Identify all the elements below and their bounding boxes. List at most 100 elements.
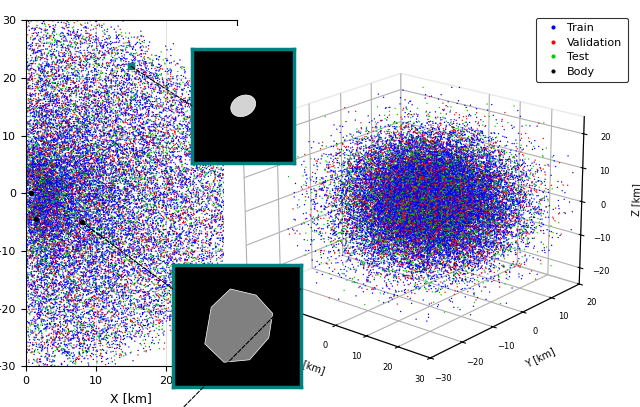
Point (120, 141, 130, 148)
Point (60, 124, 70, 131)
Point (116, 309, 127, 315)
Point (130, 322, 140, 329)
Point (86, 169, 97, 175)
Point (108, 335, 118, 341)
Point (97, 175, 108, 181)
Point (190, 239, 200, 245)
Point (151, 230, 161, 236)
Point (216, 221, 227, 228)
Point (51, 109, 61, 115)
Point (84, 196, 94, 203)
Point (44, 195, 54, 201)
Point (106, 325, 116, 331)
Point (179, 85, 189, 92)
Point (72, 286, 82, 292)
Point (41, 296, 51, 303)
Point (159, 162, 170, 168)
Point (49, 146, 59, 153)
Point (39, 274, 49, 280)
Point (95, 135, 106, 141)
Point (236, 194, 246, 201)
Point (150, 237, 161, 243)
Point (138, 86, 148, 92)
Point (83, 114, 93, 120)
Point (89, 302, 99, 309)
Point (31, 161, 42, 167)
Point (95, 127, 105, 133)
Point (63, 198, 74, 205)
Point (143, 113, 154, 119)
Point (138, 153, 148, 160)
Point (42, 232, 52, 239)
Point (202, 153, 212, 159)
Point (160, 293, 170, 300)
Point (78, 206, 88, 212)
Point (168, 345, 178, 352)
Point (47, 193, 57, 199)
Point (212, 290, 223, 296)
Point (28, 203, 38, 210)
Point (155, 245, 165, 251)
Point (104, 132, 114, 138)
Point (62, 333, 72, 339)
Point (81, 58, 92, 64)
Point (28, 239, 38, 246)
Point (75, 155, 85, 162)
Point (83, 291, 93, 297)
Point (108, 62, 118, 69)
Point (98, 171, 108, 177)
Point (40, 27, 51, 34)
Point (70, 38, 80, 45)
Point (53, 152, 63, 158)
Point (209, 272, 220, 278)
Point (95, 119, 106, 125)
Point (29, 49, 39, 55)
Point (156, 303, 166, 309)
Point (72, 288, 82, 295)
Point (175, 281, 185, 288)
Point (211, 137, 221, 144)
Point (140, 71, 150, 78)
Point (207, 272, 218, 278)
Point (113, 126, 124, 132)
Point (212, 256, 222, 262)
Point (38, 205, 48, 212)
Point (121, 139, 131, 146)
Point (141, 158, 151, 164)
Point (39, 138, 49, 144)
Point (97, 353, 108, 360)
Point (54, 190, 65, 197)
Point (187, 279, 197, 285)
Point (104, 179, 114, 186)
Point (95, 164, 106, 171)
Point (39, 179, 49, 186)
Point (151, 253, 161, 260)
Point (44, 81, 54, 87)
Point (113, 251, 124, 258)
Point (81, 79, 91, 85)
Point (32, 213, 42, 220)
Point (207, 214, 218, 221)
Point (206, 193, 216, 199)
Point (94, 329, 104, 335)
Point (156, 310, 166, 316)
Point (79, 235, 90, 241)
Point (67, 226, 77, 232)
Point (89, 92, 99, 98)
Point (71, 133, 81, 140)
Point (154, 136, 164, 143)
Point (163, 129, 173, 136)
Point (42, 94, 52, 101)
Point (64, 212, 74, 218)
Point (118, 136, 128, 142)
Point (36, 162, 46, 168)
Point (72, 136, 82, 143)
Point (54, 153, 65, 160)
Point (104, 226, 114, 233)
Point (95, 160, 105, 166)
Point (132, 110, 143, 116)
Point (212, 189, 223, 196)
Point (75, 216, 85, 222)
Point (86, 338, 97, 345)
Point (72, 157, 83, 164)
